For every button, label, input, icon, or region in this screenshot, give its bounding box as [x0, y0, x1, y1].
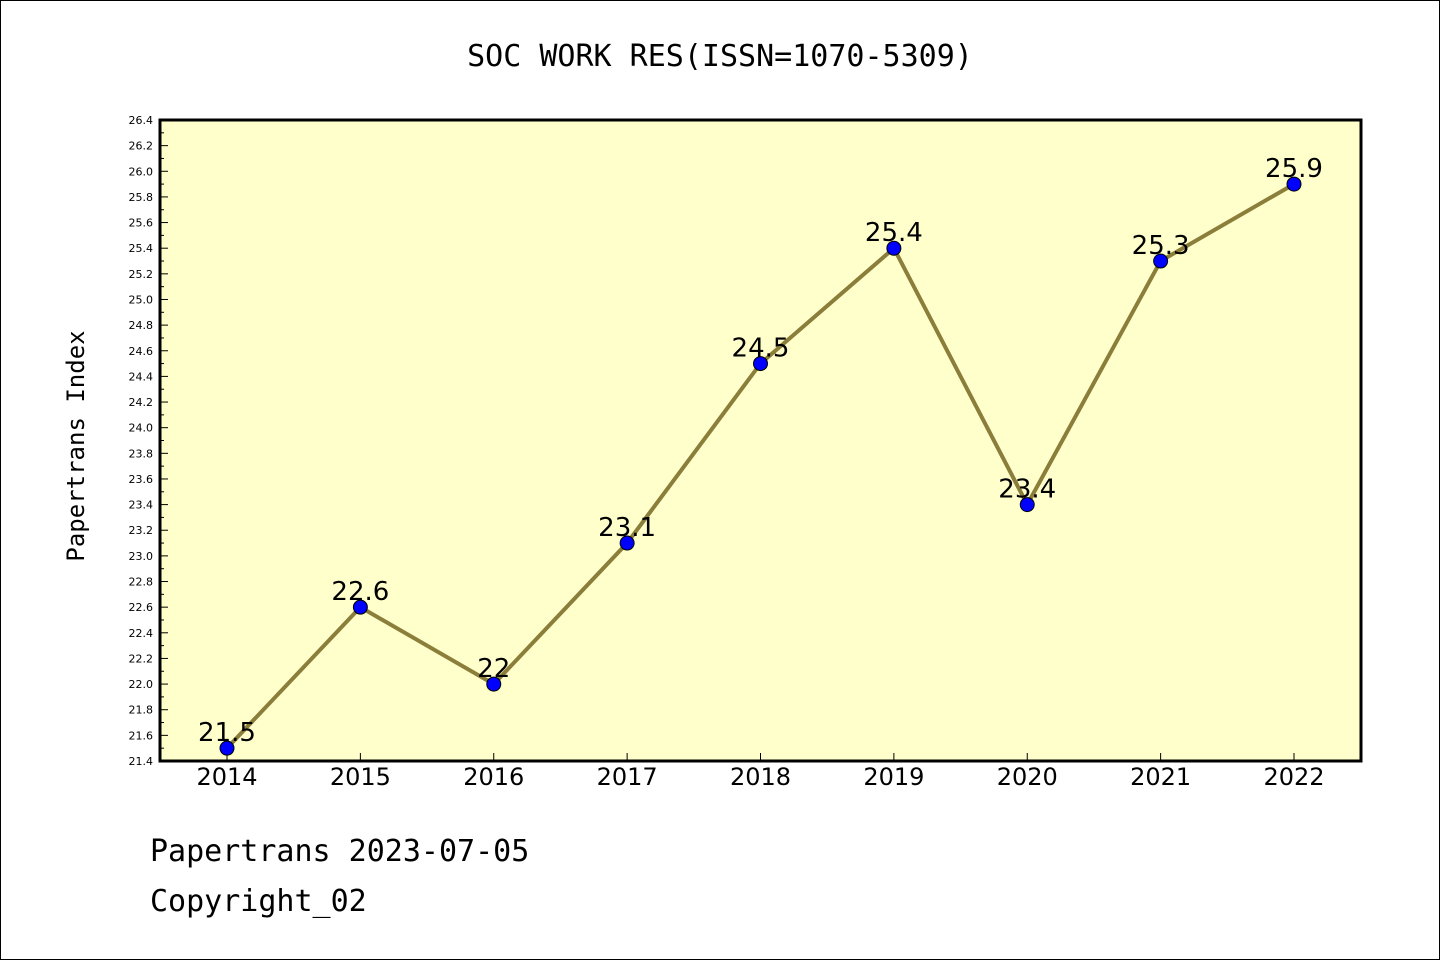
x-tick-label: 2017: [597, 763, 658, 791]
y-tick-label: 25.6: [129, 217, 154, 230]
x-tick-label: 2019: [863, 763, 924, 791]
footer-copyright-text: Copyright_02: [150, 884, 367, 919]
y-tick-label: 24.8: [129, 319, 154, 332]
y-tick-label: 25.8: [129, 191, 154, 204]
x-tick-label: 2016: [463, 763, 524, 791]
x-tick-label: 2018: [730, 763, 791, 791]
x-tick-label: 2020: [997, 763, 1058, 791]
y-tick-label: 21.4: [129, 755, 154, 768]
y-tick-label: 22.4: [129, 627, 154, 640]
data-point: [1019, 497, 1035, 513]
data-point: [619, 535, 635, 551]
data-point: [1153, 253, 1169, 269]
y-tick-label: 23.2: [129, 524, 154, 537]
y-axis-ticks: 21.4 21.6 21.8 22.0 22.2 22.4 22.6 22.8 23.0 23.2…: [129, 114, 168, 768]
plot-area: [158, 118, 1363, 763]
y-tick-label: 26.4: [129, 114, 154, 127]
y-tick-label: 24.2: [129, 396, 154, 409]
y-tick-label: 26.0: [129, 165, 154, 178]
chart-title: SOC WORK RES(ISSN=1070-5309): [467, 39, 973, 74]
data-point: [352, 599, 368, 615]
y-tick-label: 23.4: [129, 499, 154, 512]
y-tick-label: 21.8: [129, 704, 154, 717]
footer-date-text: Papertrans 2023-07-05: [150, 834, 530, 869]
data-label: 25.4: [865, 218, 923, 248]
data-point: [219, 740, 235, 756]
y-axis-label: Papertrans Index: [62, 330, 90, 561]
data-point: [486, 676, 502, 692]
x-tick-label: 2021: [1130, 763, 1191, 791]
x-tick-label: 2015: [330, 763, 391, 791]
y-tick-label: 21.6: [129, 729, 154, 742]
x-tick-label: 2022: [1263, 763, 1324, 791]
y-tick-label: 23.8: [129, 447, 154, 460]
data-label: 23.4: [998, 475, 1056, 505]
data-label: 25.3: [1132, 231, 1190, 261]
x-axis-ticks: 2014 2015 2016 2017 2018 2019 2020 2021 2022: [196, 753, 1325, 791]
y-tick-label: 22.6: [129, 601, 154, 614]
y-tick-label: 23.6: [129, 473, 154, 486]
y-tick-label: 24.4: [129, 370, 154, 383]
y-tick-label: 22.8: [129, 576, 154, 589]
x-tick-label: 2014: [196, 763, 257, 791]
data-label: 23.1: [598, 513, 656, 543]
data-label: 24.5: [732, 334, 790, 364]
y-tick-label: 25.2: [129, 268, 154, 281]
data-point: [1286, 176, 1302, 192]
y-tick-label: 25.0: [129, 293, 154, 306]
data-label: 22.6: [331, 577, 389, 607]
data-label: 22: [477, 654, 510, 684]
data-point: [753, 356, 768, 372]
y-tick-label: 24.0: [129, 422, 154, 435]
y-tick-label: 23.0: [129, 550, 154, 563]
data-label: 21.5: [198, 718, 256, 748]
data-labels-group: 21.5 22.6 22 23.1 24.5 25.4 23.4 25.3 25.9: [198, 154, 1323, 748]
y-tick-label: 25.4: [129, 242, 154, 255]
y-tick-label: 22.0: [129, 678, 154, 691]
series-points-group: [219, 176, 1302, 756]
data-label: 25.9: [1265, 154, 1323, 184]
y-tick-label: 24.6: [129, 345, 154, 358]
y-tick-label: 22.2: [129, 652, 154, 665]
data-point: [886, 240, 902, 256]
y-tick-label: 26.2: [129, 140, 154, 153]
